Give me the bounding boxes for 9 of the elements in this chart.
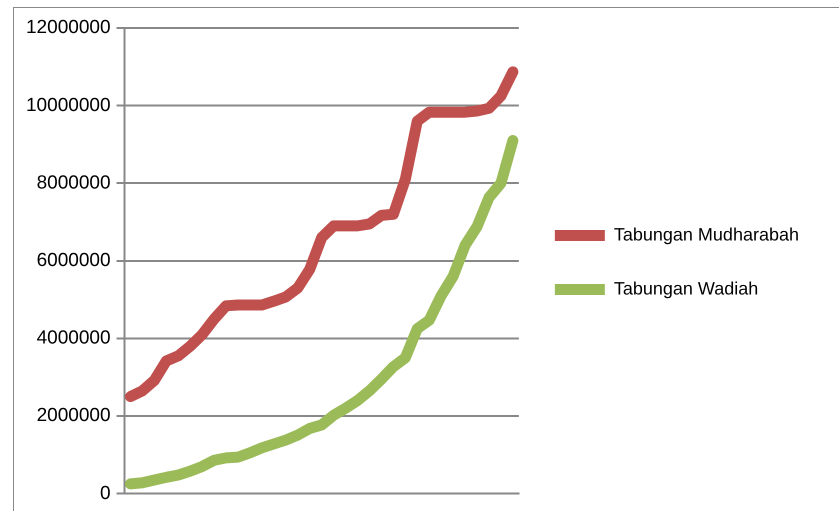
y-tick-label: 12000000 xyxy=(26,17,111,38)
y-tick-label: 2000000 xyxy=(36,405,111,426)
y-tick-label: 6000000 xyxy=(36,250,111,272)
legend-label: Tabungan Mudharabah xyxy=(614,224,800,244)
legend-label: Tabungan Wadiah xyxy=(614,278,758,298)
y-tick-label: 4000000 xyxy=(36,328,111,349)
y-tick-label: 0 xyxy=(100,482,111,504)
y-tick-label: 10000000 xyxy=(26,94,111,116)
y-tick-label: 8000000 xyxy=(36,172,111,194)
